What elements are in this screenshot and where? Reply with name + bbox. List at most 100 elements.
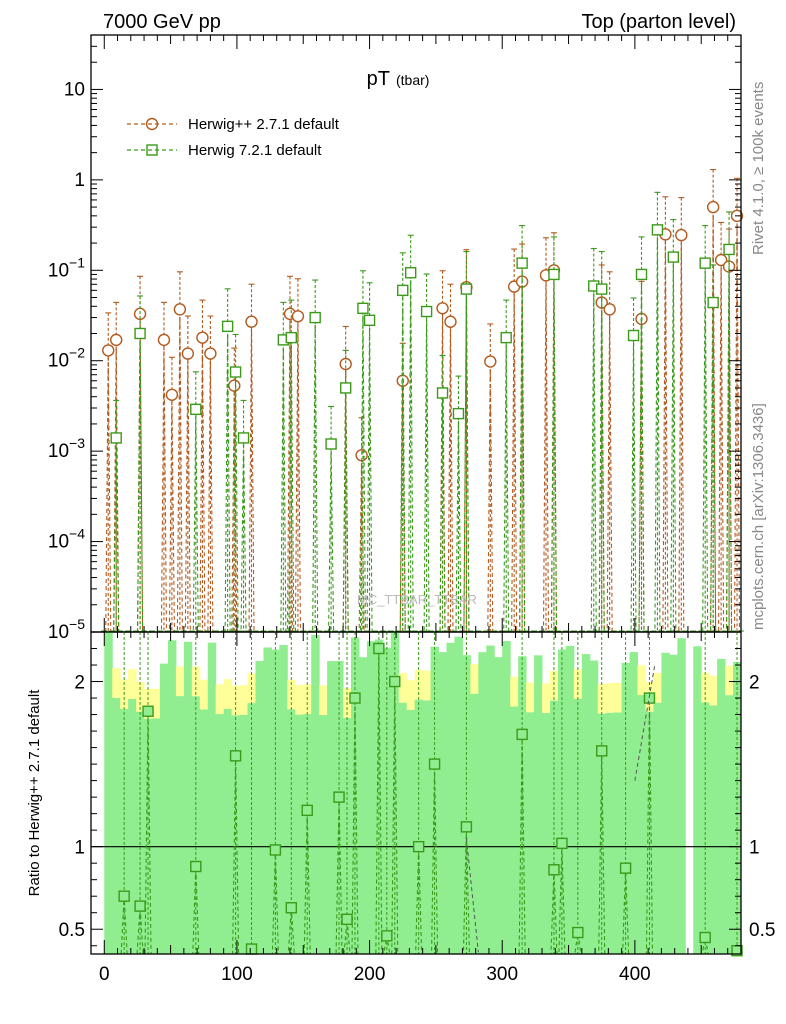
mc-band-green <box>637 695 646 954</box>
x-tick-label: 300 <box>486 964 518 985</box>
y-tick-label: 10−2 <box>48 345 85 372</box>
ratio-point-square <box>596 745 608 757</box>
data-point-square <box>363 314 376 326</box>
data-point-square <box>221 320 234 333</box>
mc-band-green <box>422 700 432 954</box>
mc-band-green <box>199 709 209 954</box>
mc-band-yellow <box>128 669 137 699</box>
data-point-square <box>548 268 560 281</box>
mc-band-green <box>120 709 129 954</box>
mc-band-green <box>295 714 304 954</box>
ratio-point-square <box>548 864 560 876</box>
data-point-square <box>404 267 417 279</box>
mc-band-green <box>518 656 527 954</box>
data-point-circle <box>714 253 728 267</box>
y-tick-label: 10 <box>64 79 85 100</box>
ratio-point-square <box>381 930 393 942</box>
mc-band-green <box>510 706 519 954</box>
mc-band-yellow <box>637 665 646 696</box>
data-point-square <box>627 329 640 342</box>
mc-band-green <box>287 709 296 954</box>
mc-band-yellow <box>549 670 559 701</box>
legend-circle-marker <box>145 117 159 131</box>
ratio-point-square <box>349 692 361 704</box>
data-point-square <box>357 302 369 314</box>
mc-band-green <box>486 645 495 954</box>
data-point-square <box>420 305 433 318</box>
data-point-square <box>339 382 352 394</box>
mc-band-green <box>693 646 702 954</box>
mc-band-green <box>239 714 249 954</box>
legend-entry-herwig7: Herwig 7.2.1 default <box>127 142 322 159</box>
main-panel: MC_TTBAR_TTBAR 10−5 10−4 10−3 10−2 10−1 1 10 p… <box>48 34 744 643</box>
ratio-line-segment <box>465 838 479 953</box>
mc-band-green <box>478 652 487 954</box>
data-point-circle <box>102 344 115 357</box>
mc-band-green <box>494 657 503 954</box>
mc-band-green <box>661 652 670 954</box>
main-title-sub: (tbar) <box>396 72 429 88</box>
ratio-point-square <box>619 862 632 874</box>
ratio-frame <box>90 631 742 955</box>
ratio-y-tick-label: 0.5 <box>59 920 85 941</box>
y-tick-label: 1 <box>74 170 85 191</box>
ratio-point-square <box>389 675 401 688</box>
ratio-ylabel: Ratio to Herwig++ 2.7.1 default <box>26 689 43 897</box>
mc-band-green <box>414 699 424 954</box>
data-point-square <box>325 438 337 450</box>
data-point-circle <box>245 315 258 328</box>
ratio-point-square <box>699 931 711 944</box>
ratio-point-square <box>373 642 385 655</box>
mc-band-green <box>351 637 360 954</box>
ratio-point-square <box>285 902 298 914</box>
data-point-circle <box>110 333 123 347</box>
mc-band-green <box>573 699 583 954</box>
mc-band-yellow <box>605 683 615 713</box>
mc-band-green <box>406 709 416 954</box>
legend-entry-herwig-pp: Herwig++ 2.7.1 default <box>127 116 340 133</box>
mc-band-yellow <box>112 668 121 698</box>
mc-band-yellow <box>319 685 328 716</box>
mc-band-green <box>526 712 535 954</box>
data-point-circle <box>165 388 179 401</box>
mc-band-green <box>167 640 177 954</box>
mc-band-yellow <box>470 664 479 694</box>
ratio-point-square <box>229 750 242 762</box>
mc-band-green <box>366 641 376 954</box>
ratio-point-square <box>333 791 345 803</box>
mc-band-yellow <box>136 681 145 712</box>
mc-band-green <box>438 652 448 954</box>
mc-band-green <box>430 646 440 954</box>
mc-band-yellow <box>239 685 249 715</box>
mc-band-green <box>470 693 479 954</box>
mc-band-yellow <box>725 665 734 696</box>
data-point-square <box>229 366 242 378</box>
mc-band-green <box>446 642 455 954</box>
mc-band-yellow <box>191 666 201 697</box>
watermark: MC_TTBAR_TTBAR <box>357 592 477 607</box>
data-point-square <box>699 257 711 269</box>
mc-band-green <box>502 641 511 954</box>
mc-band-green <box>271 649 280 954</box>
mc-band-green <box>374 639 384 954</box>
y-tick-label: 10−1 <box>48 254 85 281</box>
mc-band-yellow <box>175 666 185 697</box>
data-point-circle <box>204 347 217 360</box>
y-tick-label: 10−5 <box>48 616 85 643</box>
ratio-point-square <box>460 821 473 833</box>
mc-band-green <box>183 641 193 954</box>
data-point-square <box>190 403 202 416</box>
data-point-square <box>723 243 735 256</box>
mc-band-yellow <box>653 673 662 703</box>
ratio-line-segment <box>634 664 656 781</box>
mc-band-green <box>255 660 264 954</box>
mc-band-green <box>605 712 615 954</box>
x-tick-label: 200 <box>354 964 386 985</box>
mc-band-green <box>104 632 113 954</box>
main-title: pT <box>367 68 390 90</box>
mcplots-label: mcplots.cern.ch [arXiv:1306.3436] <box>750 403 767 630</box>
mc-band-yellow <box>709 675 718 706</box>
mc-band-yellow <box>223 679 233 709</box>
ratio-y-tick-label-right: 2 <box>749 673 760 694</box>
